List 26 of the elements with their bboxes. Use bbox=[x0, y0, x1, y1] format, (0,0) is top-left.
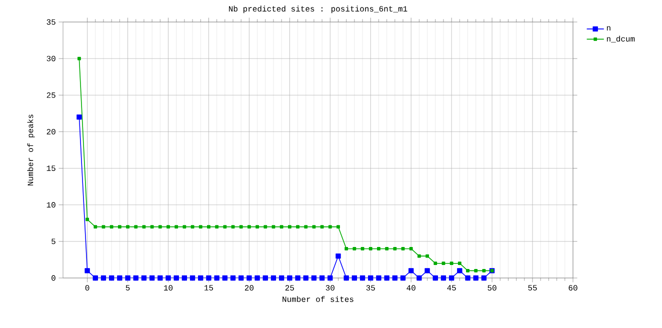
x-tick-label: 25 bbox=[285, 285, 294, 291]
y-tick-label: 20 bbox=[46, 128, 56, 134]
x-tick-label: 35 bbox=[366, 285, 375, 291]
legend-label: n bbox=[606, 26, 610, 30]
x-tick-label: 40 bbox=[406, 285, 416, 291]
y-tick-label: 25 bbox=[46, 92, 56, 98]
x-tick-label: 50 bbox=[488, 285, 496, 291]
y-tick-label: 5 bbox=[52, 238, 56, 244]
x-tick-label: 20 bbox=[244, 285, 254, 291]
y-tick-label: 30 bbox=[46, 56, 56, 62]
x-tick-label: 55 bbox=[528, 285, 537, 290]
x-tick-label: 30 bbox=[326, 285, 334, 291]
x-tick-label: 10 bbox=[164, 285, 173, 291]
x-tick-label: 5 bbox=[126, 285, 130, 290]
x-tick-label: 15 bbox=[204, 285, 214, 290]
x-axis-title: Number of sites bbox=[282, 296, 354, 302]
y-tick-label: 10 bbox=[46, 202, 56, 208]
x-tick-label: 45 bbox=[447, 285, 456, 290]
legend-label: n_dcum bbox=[606, 36, 635, 42]
y-tick-label: 0 bbox=[52, 275, 56, 281]
x-tick-label: 60 bbox=[568, 285, 578, 291]
chart-title: Nb predicted sites : positions_6nt_m1 bbox=[229, 6, 408, 14]
y-tick-label: 35 bbox=[46, 19, 56, 25]
y-tick-label: 15 bbox=[46, 166, 56, 171]
y-axis-title: Number of peaks bbox=[27, 114, 35, 186]
x-tick-label: 0 bbox=[85, 285, 90, 291]
